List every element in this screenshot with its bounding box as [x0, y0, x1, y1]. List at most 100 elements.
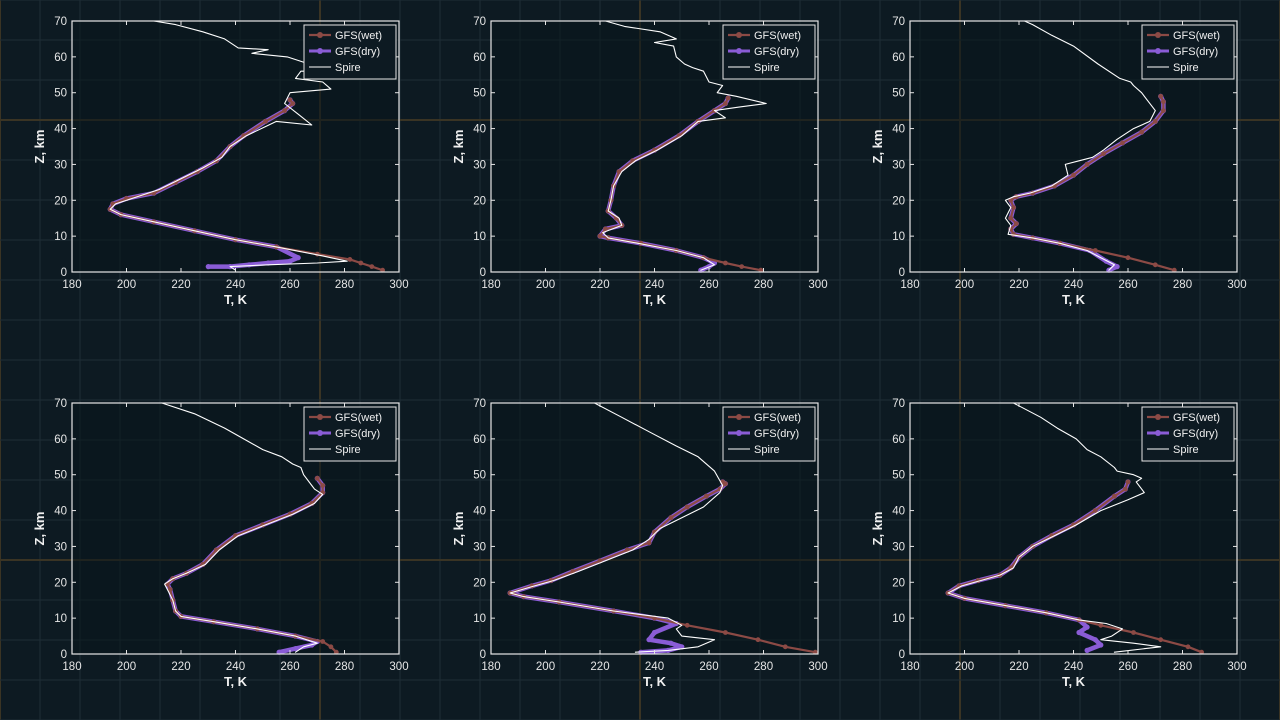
y-tick-label: 40: [54, 124, 67, 136]
y-tick-label: 60: [892, 434, 905, 446]
y-axis-label: Z, km: [32, 512, 47, 546]
x-tick-label: 260: [1118, 661, 1137, 673]
x-tick-label: 300: [389, 279, 408, 291]
x-tick-label: 280: [754, 661, 773, 673]
y-tick-label: 30: [54, 541, 67, 553]
legend-label-wet: GFS(wet): [335, 412, 382, 424]
chart-panel-4: 180 200 220 240 260 280 300 0 10 20 30 40 50 60 70 T, K…: [32, 398, 409, 689]
data-point-dry: [246, 262, 252, 268]
legend-label-dry: GFS(dry): [1173, 428, 1218, 440]
y-axis-label: Z, km: [451, 130, 466, 164]
y-tick-label: 10: [473, 231, 486, 243]
data-point-wet: [723, 101, 728, 106]
y-tick-label: 70: [54, 398, 67, 410]
data-point-wet: [597, 233, 603, 239]
legend-label-spire: Spire: [335, 62, 361, 74]
y-tick-label: 50: [473, 470, 486, 482]
y-tick-label: 20: [54, 195, 67, 207]
data-point-wet: [290, 101, 296, 106]
legend-marker-wet: [736, 32, 742, 38]
x-tick-label: 280: [1173, 661, 1192, 673]
data-point-wet: [1139, 129, 1144, 135]
y-tick-label: 10: [892, 231, 905, 243]
y-tick-label: 20: [473, 195, 486, 207]
legend-label-dry: GFS(dry): [1173, 46, 1218, 58]
y-tick-label: 10: [473, 613, 486, 625]
series-line-spire: [509, 402, 724, 653]
y-tick-label: 30: [892, 159, 905, 171]
data-point-wet: [320, 639, 326, 644]
chart-panel-5: 180 200 220 240 260 280 300 0 10 20 30 40 50 60 70 T, K…: [451, 398, 828, 689]
y-tick-label: 70: [473, 16, 486, 28]
legend-label-dry: GFS(dry): [754, 428, 799, 440]
chart-panel-3: 180 200 220 240 260 280 300 0 10 20 30 40 50 60 70 T, K…: [870, 16, 1247, 307]
y-tick-label: 0: [61, 267, 67, 279]
legend-marker-wet: [1155, 414, 1161, 420]
data-point-wet: [812, 649, 818, 655]
y-axis-label: Z, km: [870, 130, 885, 164]
data-point-wet: [739, 264, 745, 269]
y-tick-label: 10: [54, 231, 67, 243]
x-tick-label: 300: [389, 661, 408, 673]
legend-label-spire: Spire: [335, 444, 361, 456]
y-tick-label: 10: [54, 613, 67, 625]
legend-marker-wet: [317, 414, 323, 420]
x-tick-label: 260: [699, 661, 718, 673]
y-tick-label: 20: [54, 577, 67, 589]
x-tick-label: 240: [226, 279, 245, 291]
y-tick-label: 50: [54, 88, 67, 100]
data-point-wet: [1120, 140, 1125, 146]
y-tick-label: 0: [61, 649, 67, 661]
legend: GFS(wet) GFS(dry) Spire: [1141, 406, 1235, 462]
x-tick-label: 180: [900, 279, 919, 291]
y-tick-label: 20: [892, 577, 905, 589]
y-tick-label: 30: [473, 159, 486, 171]
x-tick-label: 200: [117, 661, 136, 673]
x-tick-label: 240: [1064, 661, 1083, 673]
data-point-wet: [1084, 162, 1090, 167]
series-line-spire: [161, 402, 324, 653]
legend: GFS(wet) GFS(dry) Spire: [303, 24, 397, 80]
legend: GFS(wet) GFS(dry) Spire: [722, 24, 816, 80]
y-tick-label: 0: [899, 649, 905, 661]
y-tick-label: 70: [892, 398, 905, 410]
x-tick-label: 280: [335, 279, 354, 291]
x-axis-label: T, K: [224, 674, 248, 689]
legend-label-dry: GFS(dry): [335, 46, 380, 58]
data-point-wet: [287, 97, 293, 103]
y-axis-label: Z, km: [32, 130, 47, 164]
y-tick-label: 30: [473, 541, 486, 553]
data-point-wet: [616, 169, 622, 175]
x-tick-label: 200: [536, 279, 555, 291]
y-tick-label: 30: [892, 541, 905, 553]
data-point-wet: [1125, 479, 1131, 485]
x-tick-label: 260: [280, 279, 299, 291]
data-point-wet: [1098, 622, 1104, 628]
y-tick-label: 70: [473, 398, 486, 410]
chart-panel-1: 180 200 220 240 260 280 300 0 10 20 30 40 50 60 70 T, K…: [32, 16, 409, 307]
legend: GFS(wet) GFS(dry) Spire: [303, 406, 397, 462]
y-tick-label: 60: [54, 434, 67, 446]
x-tick-label: 180: [62, 279, 81, 291]
data-point-dry: [668, 640, 674, 646]
chart-panel-6: 180 200 220 240 260 280 300 0 10 20 30 40 50 60 70 T, K…: [870, 398, 1247, 689]
y-tick-label: 60: [473, 434, 486, 446]
y-axis-label: Z, km: [451, 512, 466, 546]
data-point-wet: [1185, 644, 1191, 650]
y-tick-label: 40: [892, 124, 905, 136]
data-point-wet: [1131, 630, 1136, 635]
data-point-wet: [282, 108, 287, 113]
legend-marker-dry: [1155, 48, 1161, 54]
series-line-spire: [602, 20, 767, 271]
data-point-wet: [1152, 119, 1158, 124]
data-point-wet: [723, 630, 728, 635]
y-tick-label: 50: [892, 88, 905, 100]
data-point-wet: [1101, 151, 1106, 157]
data-point-wet: [1125, 255, 1131, 261]
x-tick-label: 300: [808, 661, 827, 673]
y-tick-label: 0: [899, 267, 905, 279]
data-point-wet: [1008, 215, 1014, 221]
x-tick-label: 220: [1009, 279, 1028, 291]
